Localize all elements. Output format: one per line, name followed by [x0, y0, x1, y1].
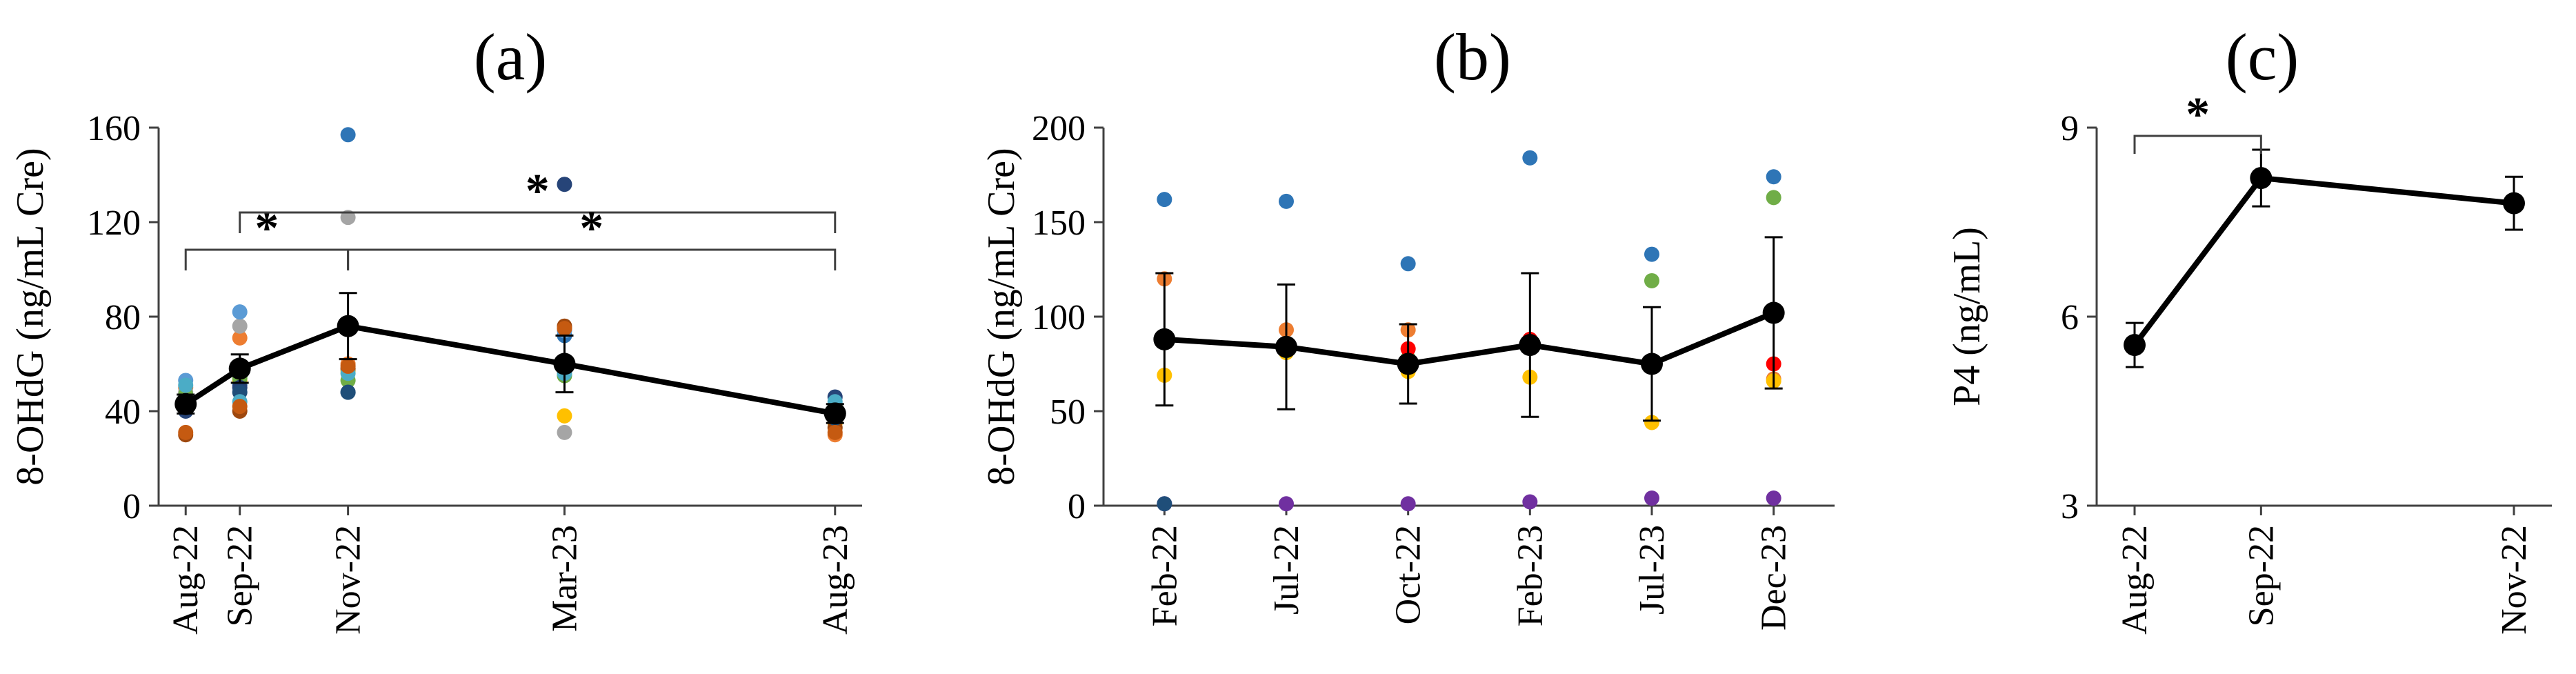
y-axis-label: 8-OHdG (ng/mL Cre): [980, 148, 1023, 485]
y-tick-label: 160: [87, 109, 141, 148]
mean-point: [1763, 302, 1785, 324]
y-tick-label: 0: [123, 487, 141, 526]
mean-point: [2503, 192, 2525, 215]
individual-point: [178, 425, 193, 440]
individual-point: [1401, 256, 1416, 271]
y-tick-label: 9: [2061, 109, 2079, 148]
x-tick-label: Jul-22: [1267, 525, 1306, 615]
individual-point: [178, 377, 193, 393]
mean-point: [2250, 167, 2272, 189]
y-axis-label: P4 (ng/mL): [1946, 227, 1988, 406]
chart-figure: (a) 8-OHdG (ng/mL Cre) 0 40 80 120 160 Aug-22 Se…: [0, 0, 2576, 674]
y-axis-label: 8-OHdG (ng/mL Cre): [9, 148, 52, 485]
individual-point: [1766, 490, 1781, 506]
individual-point: [1644, 490, 1659, 506]
significance-star: *: [2186, 88, 2210, 141]
y-tick-label: 80: [105, 298, 141, 337]
significance-star: *: [526, 165, 550, 218]
individual-point: [828, 425, 843, 440]
panel-title: (b): [1434, 20, 1511, 94]
individual-point: [557, 425, 572, 440]
individual-point: [232, 304, 248, 319]
y-tick-label: 100: [1032, 298, 1086, 337]
individual-point: [1279, 496, 1294, 511]
x-tick-label: Mar-23: [545, 525, 584, 632]
mean-point: [1641, 353, 1663, 375]
individual-point: [1644, 273, 1659, 288]
significance-star: *: [579, 202, 603, 255]
individual-point: [1279, 194, 1294, 209]
x-tick-label: Oct-22: [1389, 525, 1428, 624]
individual-point: [232, 399, 248, 414]
y-tick-label: 3: [2061, 487, 2079, 526]
y-tick-label: 150: [1032, 204, 1086, 243]
mean-point: [229, 357, 251, 379]
mean-point: [174, 393, 197, 415]
individual-point: [1522, 495, 1537, 510]
individual-point: [1401, 496, 1416, 511]
individual-point: [232, 319, 248, 334]
y-tick-label: 200: [1032, 109, 1086, 148]
mean-line: [186, 326, 835, 414]
x-tick-label: Dec-23: [1755, 525, 1794, 631]
y-tick-label: 40: [105, 393, 141, 432]
x-tick-label: Sep-22: [221, 525, 260, 626]
x-tick-label: Nov-22: [2495, 525, 2534, 635]
mean-point: [2124, 334, 2146, 356]
individual-point: [1157, 496, 1172, 511]
mean-point: [337, 315, 359, 337]
mean-point: [1275, 336, 1297, 358]
panel-b: (b) 8-OHdG (ng/mL Cre) 0 50 100 150 200 Feb-22 J…: [980, 20, 1835, 631]
individual-point: [1766, 169, 1781, 184]
y-tick-label: 50: [1050, 393, 1086, 432]
y-tick-label: 120: [87, 204, 141, 243]
significance-star: *: [254, 202, 279, 255]
individual-point: [1522, 150, 1537, 166]
x-tick-label: Feb-22: [1145, 525, 1184, 626]
x-tick-label: Aug-22: [2115, 525, 2155, 635]
y-tick-label: 0: [1068, 487, 1086, 526]
x-tick-label: Feb-23: [1510, 525, 1550, 626]
individual-point: [557, 321, 572, 336]
individual-point: [557, 408, 572, 424]
mean-line: [1164, 313, 1773, 364]
individual-point: [1157, 192, 1172, 207]
individual-point: [341, 127, 356, 142]
panel-title: (c): [2226, 20, 2299, 94]
individual-point: [341, 385, 356, 400]
individual-point: [1766, 190, 1781, 205]
panel-title: (a): [474, 20, 548, 94]
panel-a: (a) 8-OHdG (ng/mL Cre) 0 40 80 120 160 Aug-22 Se…: [9, 20, 862, 635]
x-tick-label: Nov-22: [329, 525, 368, 635]
x-tick-label: Aug-22: [166, 525, 206, 635]
mean-point: [553, 353, 575, 375]
panel-c: (c) P4 (ng/mL) 3 6 9 Aug-22 Sep-22 Nov-22 *: [1946, 20, 2552, 635]
x-tick-label: Sep-22: [2241, 525, 2281, 626]
individual-point: [1644, 247, 1659, 262]
x-tick-label: Aug-23: [816, 525, 855, 635]
mean-point: [1519, 334, 1541, 356]
y-tick-label: 6: [2061, 298, 2079, 337]
individual-point: [557, 177, 572, 192]
mean-point: [1397, 353, 1419, 375]
mean-line: [2135, 178, 2514, 345]
mean-point: [824, 402, 846, 424]
x-tick-label: Jul-23: [1633, 525, 1672, 615]
individual-point: [341, 359, 356, 374]
mean-point: [1153, 328, 1175, 350]
